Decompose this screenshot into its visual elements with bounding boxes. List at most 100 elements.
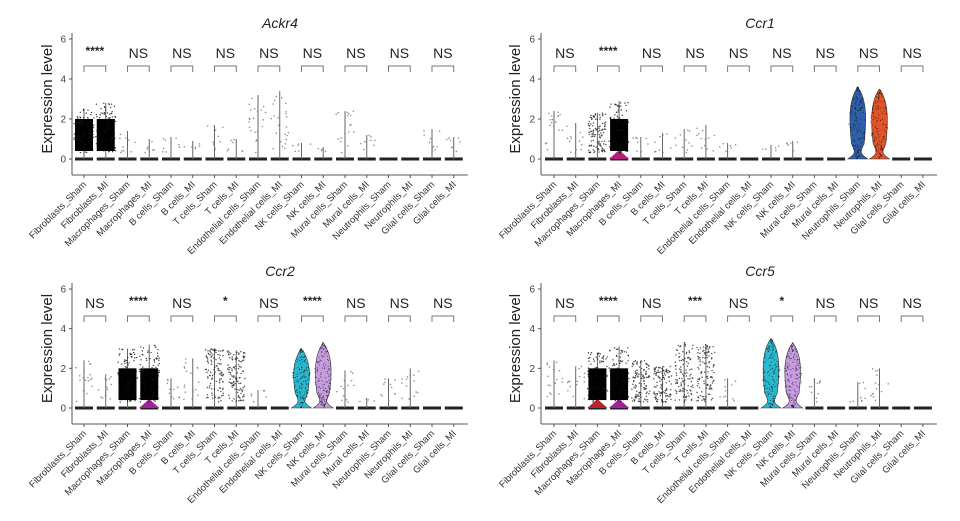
- data-point: [592, 389, 594, 391]
- data-point: [777, 382, 780, 384]
- data-point: [113, 143, 115, 146]
- data-point: [875, 136, 877, 138]
- data-point: [850, 130, 852, 132]
- data-point: [592, 132, 595, 134]
- data-point: [240, 399, 242, 401]
- data-point: [109, 106, 112, 109]
- data-point: [217, 370, 219, 372]
- data-point: [603, 140, 606, 142]
- data-point: [796, 141, 799, 143]
- data-point: [681, 377, 683, 380]
- data-point: [596, 141, 599, 143]
- data-point: [590, 140, 593, 142]
- data-point: [303, 361, 306, 363]
- data-point: [638, 398, 640, 400]
- data-point: [877, 153, 879, 155]
- data-point: [152, 364, 155, 367]
- zero-bar: [827, 157, 846, 161]
- data-point: [787, 353, 789, 355]
- data-point: [776, 384, 778, 386]
- data-point: [591, 117, 593, 120]
- data-point: [655, 366, 658, 368]
- data-point: [613, 392, 615, 394]
- data-point: [185, 362, 187, 364]
- data-point: [126, 380, 128, 382]
- data-point: [348, 112, 350, 115]
- data-point: [680, 371, 683, 373]
- bracket-line: [640, 65, 663, 72]
- significance-bracket: NS: [127, 45, 150, 72]
- data-point: [323, 407, 325, 409]
- data-point: [220, 371, 223, 373]
- data-point: [544, 142, 547, 145]
- data-point: [665, 395, 667, 397]
- data-point: [235, 358, 237, 361]
- data-point: [660, 383, 662, 386]
- data-point: [138, 370, 141, 373]
- data-point: [860, 130, 862, 132]
- data-point: [681, 389, 683, 392]
- significance-label: ****: [599, 294, 618, 308]
- data-point: [800, 367, 802, 369]
- data-point: [681, 146, 684, 148]
- y-tick-label: 6: [529, 35, 535, 46]
- data-point: [638, 373, 640, 375]
- data-point: [682, 350, 684, 353]
- data-point: [878, 92, 881, 94]
- significance-bracket: *: [214, 294, 237, 322]
- data-point: [622, 384, 624, 387]
- data-point: [616, 382, 618, 384]
- data-point: [618, 152, 621, 154]
- data-point: [669, 147, 672, 149]
- data-point: [405, 385, 408, 387]
- data-point: [321, 399, 323, 401]
- bracket-line: [596, 65, 620, 72]
- data-point: [126, 372, 128, 374]
- data-point: [655, 395, 657, 397]
- data-point: [237, 394, 240, 397]
- data-point: [300, 387, 302, 390]
- data-point: [139, 401, 142, 403]
- data-point: [237, 363, 240, 366]
- data-point: [768, 392, 770, 394]
- data-point: [687, 362, 690, 365]
- data-point: [614, 114, 616, 116]
- data-point: [654, 141, 656, 144]
- data-point: [79, 141, 82, 143]
- data-point: [856, 153, 858, 155]
- data-point: [638, 366, 641, 368]
- data-point: [876, 144, 878, 146]
- data-point: [681, 358, 684, 361]
- data-point: [105, 125, 107, 128]
- data-point: [554, 121, 557, 123]
- data-point: [864, 131, 866, 133]
- data-point: [795, 368, 797, 370]
- data-point: [762, 368, 764, 370]
- data-point: [108, 378, 111, 380]
- data-point: [213, 368, 215, 371]
- data-point: [373, 400, 376, 402]
- data-point: [706, 148, 708, 150]
- data-point: [321, 351, 323, 353]
- data-point: [579, 131, 582, 134]
- data-point: [624, 102, 626, 104]
- data-point: [788, 395, 790, 397]
- data-point: [785, 386, 787, 388]
- data-point: [710, 384, 712, 386]
- data-point: [683, 388, 685, 390]
- significance-label: NS: [772, 45, 791, 61]
- data-point: [881, 150, 883, 152]
- data-point: [859, 93, 861, 95]
- data-point: [297, 144, 299, 147]
- data-point: [320, 360, 322, 362]
- data-point: [793, 401, 795, 403]
- data-point: [875, 138, 877, 140]
- data-point: [436, 146, 438, 148]
- data-point: [87, 116, 89, 119]
- data-point: [873, 115, 875, 117]
- data-point: [219, 397, 221, 399]
- data-point: [117, 373, 120, 376]
- data-point: [856, 99, 858, 101]
- data-point: [330, 378, 332, 380]
- data-point: [620, 392, 622, 394]
